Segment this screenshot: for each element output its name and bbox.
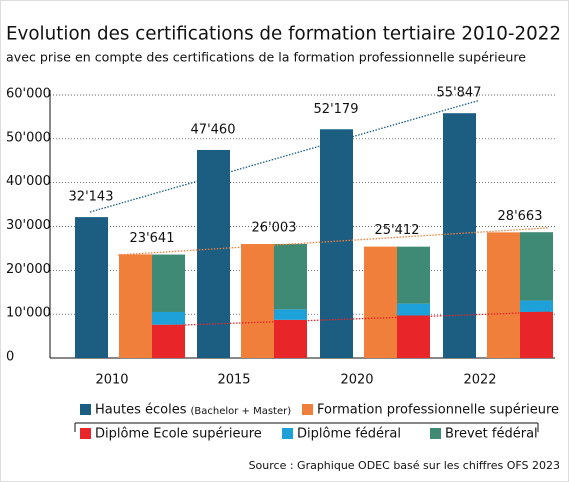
x-tick-label: 2015 xyxy=(217,373,250,388)
legend-swatch xyxy=(430,428,441,439)
source: Source : Graphique ODEC basé sur les chi… xyxy=(249,459,560,472)
value-label: 32'143 xyxy=(69,190,114,205)
stack-segment xyxy=(520,232,553,301)
stack-segment xyxy=(397,246,430,304)
trend-line xyxy=(89,100,479,213)
bar xyxy=(487,232,520,358)
legend-swatch xyxy=(302,404,313,415)
bar xyxy=(197,149,230,358)
y-tick-label: 50'000 xyxy=(6,130,51,145)
value-label: 55'847 xyxy=(437,86,482,101)
bar xyxy=(75,217,108,358)
bar xyxy=(320,129,353,358)
value-label: 52'179 xyxy=(314,102,359,117)
stack-segment xyxy=(152,311,185,325)
value-label: 23'641 xyxy=(130,231,175,246)
stack-segment xyxy=(274,319,307,358)
stack-segment xyxy=(520,311,553,358)
x-tick-label: 2020 xyxy=(340,373,373,388)
legend-label: Brevet fédéral xyxy=(445,427,538,442)
legend-swatch xyxy=(80,404,91,415)
x-tick-label: 2010 xyxy=(95,373,128,388)
legend-label: Hautes écoles xyxy=(95,403,187,418)
stack-segment xyxy=(274,309,307,320)
legend-label: Formation professionnelle supérieure xyxy=(317,403,559,418)
value-label: 47'460 xyxy=(191,122,236,137)
stack-segment xyxy=(274,244,307,310)
legend-label: Diplôme fédéral xyxy=(297,427,401,442)
y-tick-label: 40'000 xyxy=(6,174,51,189)
value-label: 28'663 xyxy=(498,209,543,224)
bar xyxy=(241,244,274,358)
value-label: 25'412 xyxy=(375,223,420,238)
x-tick-label: 2022 xyxy=(463,373,496,388)
stack-segment xyxy=(152,254,185,312)
y-tick-label: 20'000 xyxy=(6,262,51,277)
y-tick-label: 10'000 xyxy=(6,306,51,321)
bar xyxy=(364,246,397,358)
y-tick-label: 30'000 xyxy=(6,218,51,233)
value-label: 26'003 xyxy=(252,221,297,236)
chart-subtitle: avec prise en compte des certifications … xyxy=(6,50,526,65)
legend-note: (Bachelor + Master) xyxy=(190,406,291,417)
stack-segment xyxy=(520,300,553,312)
y-tick-label: 0 xyxy=(6,350,14,365)
legend-swatch xyxy=(282,428,293,439)
legend-swatch xyxy=(80,428,91,439)
stack-segment xyxy=(397,315,430,358)
bar xyxy=(119,254,152,358)
stack-segment xyxy=(152,324,185,358)
legend-label: Diplôme Ecole supérieure xyxy=(95,427,262,442)
chart-title: Evolution des certifications de formatio… xyxy=(6,23,561,45)
y-tick-label: 60'000 xyxy=(6,87,51,102)
stack-segment xyxy=(397,303,430,316)
bar xyxy=(443,113,476,358)
